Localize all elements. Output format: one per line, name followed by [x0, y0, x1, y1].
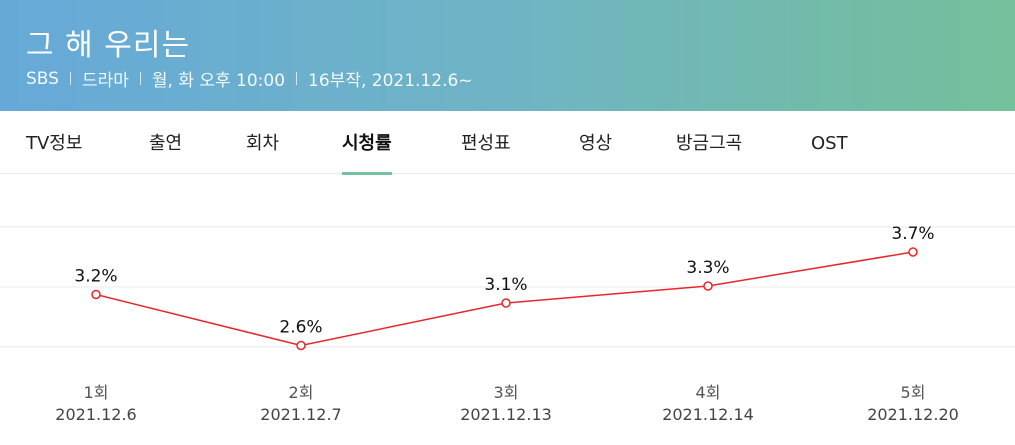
- meta-episodes: 16부작, 2021.12.6~: [308, 71, 473, 91]
- date-label: 2021.12.7: [260, 405, 341, 424]
- data-point: [703, 281, 713, 291]
- tab-ratings[interactable]: 시청률: [342, 111, 392, 175]
- episode-label: 5회: [901, 383, 926, 402]
- tab-ost[interactable]: OST: [811, 133, 848, 154]
- episode-label: 3회: [494, 383, 519, 402]
- episode-label: 4회: [696, 383, 721, 402]
- data-label: 3.7%: [891, 224, 934, 244]
- tab-song-search[interactable]: 방금그곡: [676, 133, 743, 154]
- date-label: 2021.12.20: [867, 405, 959, 424]
- tab-episodes[interactable]: 회차: [246, 133, 280, 154]
- data-point: [91, 289, 101, 300]
- tab-cast[interactable]: 출연: [149, 133, 183, 154]
- ratings-chart-svg: 3.2% 1회 2021.12.6 2.6% 2회 2021.12.7 3.1% 3회 2021…: [0, 224, 1015, 424]
- date-label: 2021.12.6: [55, 405, 136, 424]
- data-point: [501, 298, 511, 308]
- meta-divider: [139, 72, 141, 85]
- program-header: 그 해 우리는 SBS 드라마 월, 화 오후 10:00 16부작, 2021…: [0, 0, 1015, 111]
- tab-videos[interactable]: 영상: [579, 133, 613, 154]
- date-label: 2021.12.14: [662, 405, 754, 424]
- data-label: 2.6%: [279, 318, 322, 338]
- meta-broadcaster: SBS: [26, 68, 59, 89]
- date-label: 2021.12.13: [460, 405, 552, 424]
- program-title: 그 해 우리는: [26, 28, 191, 63]
- tab-bar: TV정보 출연 회차 시청률 편성표 영상 방금그곡 OST: [0, 111, 1015, 175]
- meta-divider: [296, 72, 298, 85]
- meta-schedule: 월, 화 오후 10:00: [151, 71, 286, 91]
- meta-divider: [69, 72, 71, 85]
- ratings-chart: 3.2% 1회 2021.12.6 2.6% 2회 2021.12.7 3.1% 3회 2021…: [0, 175, 1015, 445]
- episode-label: 1회: [84, 383, 109, 402]
- tab-tv-info[interactable]: TV정보: [26, 133, 83, 154]
- data-point: [908, 247, 918, 257]
- data-label: 3.2%: [74, 267, 117, 287]
- tab-schedule[interactable]: 편성표: [461, 133, 511, 154]
- program-meta: SBS 드라마 월, 화 오후 10:00 16부작, 2021.12.6~: [26, 66, 473, 92]
- meta-genre: 드라마: [81, 71, 129, 91]
- data-point: [296, 340, 306, 351]
- data-label: 3.3%: [686, 258, 729, 278]
- episode-label: 2회: [289, 383, 314, 402]
- data-label: 3.1%: [484, 275, 527, 295]
